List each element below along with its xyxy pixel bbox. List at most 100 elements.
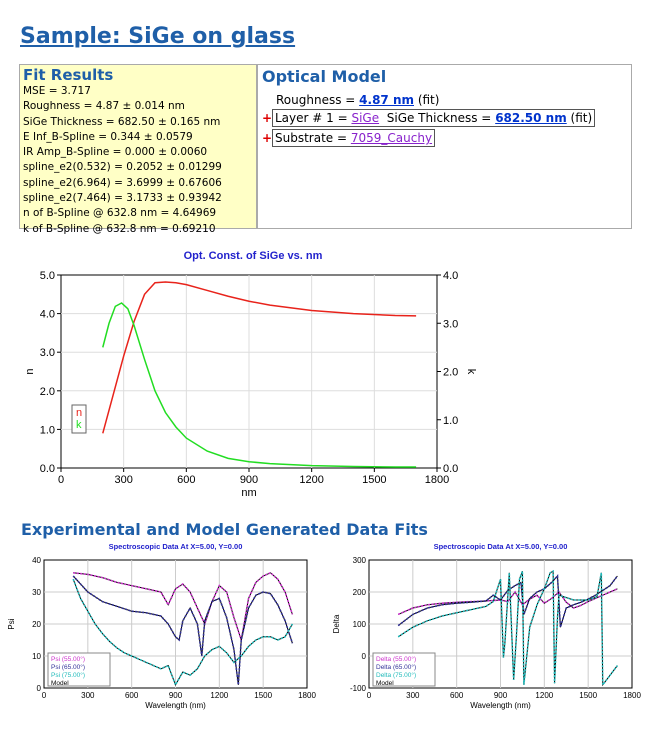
series-line-k <box>102 302 417 468</box>
y-tick-label: 2.0 <box>40 386 55 398</box>
legend-label: Model <box>376 680 394 687</box>
roughness-row: Roughness = 4.87 nm (fit) <box>276 92 627 109</box>
x-tick-label: 600 <box>450 691 464 700</box>
legend-box <box>372 652 436 687</box>
x-axis-label: Wavelength (nm) <box>470 701 531 710</box>
layer-thickness-label: SiGe Thickness = <box>379 111 496 125</box>
y2-tick-label: 0.0 <box>443 463 458 475</box>
x-tick-label: 1500 <box>579 691 597 700</box>
data-line <box>72 578 294 687</box>
legend-label: n <box>76 407 82 419</box>
data-line <box>397 569 619 688</box>
y2-axis-label: k <box>465 369 477 375</box>
y-tick-label: 5.0 <box>40 270 55 282</box>
y-tick-label: -100 <box>350 684 367 693</box>
legend-label: Delta (65.00°) <box>376 663 416 671</box>
y-tick-label: 10 <box>32 652 41 661</box>
x-tick-label: 300 <box>81 691 95 700</box>
x-axis-label: Wavelength (nm) <box>145 701 206 710</box>
legend-label: Psi (75.00°) <box>51 671 85 679</box>
y2-tick-label: 4.0 <box>443 270 458 282</box>
substrate-material-link[interactable]: 7059_Cauchy <box>350 131 433 145</box>
y-tick-label: 30 <box>32 588 41 597</box>
layer-thickness-link[interactable]: 682.50 nm <box>495 111 567 125</box>
y-tick-label: 0.0 <box>40 463 55 475</box>
delta-chart: Spectroscopic Data At X=5.00, Y=0.00 0 300… <box>332 542 641 710</box>
fit-line: spline_e2(0.532) = 0.2052 ± 0.01299 <box>23 161 222 174</box>
x-tick-label: 1500 <box>254 691 272 700</box>
legend-label: Psi (55.00°) <box>51 655 85 663</box>
x-tick-label: 600 <box>125 691 139 700</box>
y-axis-label: Psi <box>7 618 16 629</box>
data-line <box>397 588 618 616</box>
x-tick-label: 300 <box>406 691 420 700</box>
layer-box: Layer # 1 = SiGe SiGe Thickness = 682.50… <box>272 109 596 127</box>
layer-suffix: (fit) <box>566 111 593 125</box>
section-title-fits: Experimental and Model Generated Data Fi… <box>21 520 428 539</box>
fit-line: spline_e2(6.964) = 3.6999 ± 0.67606 <box>23 176 222 189</box>
legend-label: Delta (75.00°) <box>376 671 416 679</box>
x-tick-label: 1200 <box>299 474 323 486</box>
fit-results-title: Fit Results <box>23 66 114 84</box>
data-line <box>72 575 294 685</box>
substrate-box: Substrate = 7059_Cauchy <box>272 129 436 147</box>
y-tick-label: 300 <box>353 556 367 565</box>
y-tick-label: 100 <box>353 620 367 629</box>
y-tick-label: 0 <box>37 684 42 693</box>
psi-chart: Spectroscopic Data At X=5.00, Y=0.000 300… <box>7 542 316 710</box>
chart-title: Spectroscopic Data At X=5.00, Y=0.00 <box>434 542 568 551</box>
x-tick-label: 1500 <box>362 474 386 486</box>
opt-const-chart: Opt. Const. of SiGe vs. nm 0 300 600 900 1200… <box>24 250 477 499</box>
fit-line: SiGe Thickness = 682.50 ± 0.165 nm <box>23 115 221 128</box>
y-axis-label: Delta <box>332 614 341 633</box>
legend-box <box>47 652 111 687</box>
optical-model-panel: Optical Model Roughness = 4.87 nm (fit) … <box>257 64 632 229</box>
fit-line: Roughness = 4.87 ± 0.014 nm <box>23 100 185 113</box>
expand-plus-icon[interactable]: + <box>262 111 273 125</box>
roughness-label: Roughness = <box>276 93 360 107</box>
expand-plus-icon[interactable]: + <box>262 131 273 145</box>
x-tick-label: 900 <box>494 691 508 700</box>
series-line-n <box>102 281 417 434</box>
x-tick-label: 1800 <box>425 474 449 486</box>
fit-results-panel: Fit Results MSE = 3.717 Roughness = 4.87… <box>19 64 257 235</box>
x-tick-label: 1200 <box>210 691 228 700</box>
legend-label: Psi (65.00°) <box>51 663 85 671</box>
layer-row: + Layer # 1 = SiGe SiGe Thickness = 682.5… <box>262 109 627 127</box>
x-tick-label: 900 <box>169 691 183 700</box>
fit-line: E Inf_B-Spline = 0.344 ± 0.0579 <box>23 130 193 143</box>
y-axis-label: n <box>24 368 36 374</box>
x-tick-label: 1200 <box>535 691 553 700</box>
chart-title: Spectroscopic Data At X=5.00, Y=0.00 <box>109 542 243 551</box>
chart-title: Opt. Const. of SiGe vs. nm <box>184 250 323 262</box>
roughness-value-link[interactable]: 4.87 nm <box>359 93 414 107</box>
y-tick-label: 1.0 <box>40 424 55 436</box>
y-tick-label: 4.0 <box>40 309 55 321</box>
fit-line: IR Amp_B-Spline = 0.000 ± 0.0060 <box>23 146 208 159</box>
fit-line: spline_e2(7.464) = 3.1733 ± 0.93942 <box>23 192 222 205</box>
substrate-row: + Substrate = 7059_Cauchy <box>262 129 627 147</box>
x-tick-label: 300 <box>114 474 132 486</box>
layer-material-link[interactable]: SiGe <box>351 111 380 125</box>
x-axis-label: nm <box>241 487 256 499</box>
y-tick-label: 20 <box>32 620 41 629</box>
legend-label: Model <box>51 680 69 687</box>
x-tick-label: 1800 <box>623 691 641 700</box>
roughness-suffix: (fit) <box>414 93 440 107</box>
optical-model-title: Optical Model <box>262 67 387 86</box>
legend-box <box>71 404 87 434</box>
x-tick-label: 0 <box>42 691 47 700</box>
x-tick-label: 1800 <box>298 691 316 700</box>
page-title: Sample: SiGe on glass <box>20 24 296 49</box>
x-tick-label: 900 <box>240 474 258 486</box>
y-tick-label: 0 <box>362 652 367 661</box>
x-tick-label: 0 <box>367 691 372 700</box>
substrate-prefix: Substrate = <box>275 131 351 145</box>
y-tick-label: 200 <box>353 588 367 597</box>
y2-tick-label: 3.0 <box>443 318 458 330</box>
y2-tick-label: 1.0 <box>443 415 458 427</box>
x-tick-label: 0 <box>58 474 64 486</box>
x-tick-label: 600 <box>177 474 195 486</box>
y2-tick-label: 2.0 <box>443 367 458 379</box>
legend-label: Delta (55.00°) <box>376 655 416 663</box>
